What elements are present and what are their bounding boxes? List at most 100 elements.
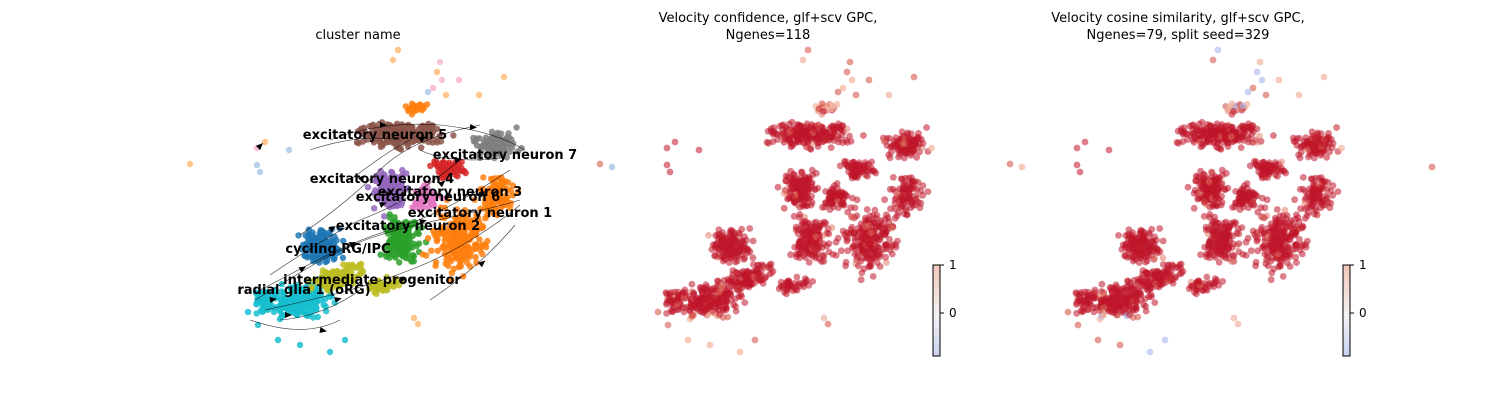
score-point — [797, 242, 805, 250]
panel-2-colorbar-label-0: 0 — [949, 306, 957, 320]
cluster-point — [355, 263, 362, 271]
cluster-point — [402, 233, 410, 240]
score-point — [729, 227, 736, 235]
score-point — [798, 249, 805, 256]
score-point — [885, 91, 893, 99]
cluster-point — [408, 100, 416, 107]
cluster-point — [418, 224, 426, 231]
score-point — [1239, 251, 1247, 258]
score-point — [1084, 288, 1092, 296]
score-point — [876, 250, 884, 258]
cluster-point — [382, 224, 390, 231]
score-point — [1257, 204, 1265, 212]
score-point — [911, 178, 919, 185]
cluster-point — [312, 256, 319, 263]
cluster-point — [315, 277, 323, 284]
cluster-point — [405, 224, 412, 231]
score-point — [796, 127, 803, 134]
score-point — [1132, 306, 1140, 314]
cluster-point — [256, 168, 264, 176]
cluster-point — [434, 139, 441, 146]
score-point — [1182, 130, 1190, 138]
score-point — [1078, 308, 1086, 316]
score-point — [732, 307, 740, 315]
score-point — [862, 216, 870, 224]
score-point — [902, 207, 910, 215]
cluster-point — [480, 174, 487, 181]
score-point — [881, 196, 888, 204]
cluster-point — [487, 193, 494, 200]
score-point — [738, 284, 746, 292]
score-point — [1252, 233, 1260, 241]
score-point — [1135, 277, 1143, 285]
cluster-point — [372, 177, 379, 184]
score-point — [1237, 144, 1245, 152]
score-point — [1230, 221, 1237, 228]
cluster-point — [433, 68, 441, 76]
score-point — [787, 251, 794, 259]
cluster-point — [280, 312, 287, 319]
cluster-point — [476, 135, 483, 142]
score-point — [1098, 280, 1106, 288]
score-point — [899, 140, 907, 148]
score-point — [788, 183, 795, 190]
streamline-arrowhead — [454, 157, 462, 163]
cluster-point — [441, 250, 448, 258]
score-point — [681, 289, 689, 296]
score-point — [1132, 296, 1139, 304]
cluster-point — [408, 125, 415, 132]
cluster-point — [481, 200, 489, 207]
score-point — [1083, 296, 1091, 304]
score-point — [722, 306, 730, 314]
score-point — [830, 182, 838, 190]
cluster-point — [253, 161, 261, 169]
score-point — [712, 251, 719, 259]
score-point — [880, 138, 888, 145]
cluster-point — [288, 287, 295, 294]
score-point — [733, 257, 741, 265]
score-point — [1122, 251, 1129, 259]
score-point — [666, 168, 674, 176]
cluster-point — [456, 212, 464, 220]
cluster-point — [414, 320, 422, 328]
panel-2-colorbar-bar — [932, 264, 941, 357]
score-point — [1238, 196, 1246, 204]
score-point — [749, 237, 757, 245]
cluster-point — [314, 313, 321, 321]
score-point — [873, 259, 881, 267]
cluster-point — [488, 128, 496, 135]
score-point — [664, 321, 672, 329]
streamline — [329, 123, 526, 151]
score-point — [814, 184, 822, 192]
cluster-point — [473, 223, 480, 230]
cluster-point — [419, 102, 426, 110]
score-point — [1257, 226, 1265, 234]
score-point — [1293, 242, 1301, 249]
score-point — [877, 223, 884, 231]
cluster-point — [476, 236, 483, 243]
score-point — [857, 168, 865, 176]
cluster-point — [370, 190, 378, 197]
cluster-point — [461, 248, 468, 255]
score-point — [1151, 233, 1158, 241]
cluster-point — [313, 306, 320, 313]
streamline — [269, 159, 461, 276]
cluster-point — [427, 162, 434, 169]
score-point — [769, 138, 777, 146]
cluster-point — [319, 227, 326, 235]
score-point — [1238, 224, 1246, 232]
score-point — [1311, 174, 1319, 182]
cluster-point — [291, 296, 298, 304]
score-point — [1271, 229, 1279, 237]
streamline — [249, 319, 341, 330]
score-point — [1110, 296, 1118, 304]
score-point — [820, 221, 827, 228]
score-point — [1222, 126, 1229, 134]
cluster-point — [462, 215, 469, 222]
score-point — [1261, 250, 1269, 258]
cluster-point — [452, 216, 460, 224]
score-point — [1195, 278, 1203, 286]
score-point — [1148, 284, 1156, 292]
score-point — [1291, 196, 1298, 204]
score-point — [1282, 169, 1290, 177]
